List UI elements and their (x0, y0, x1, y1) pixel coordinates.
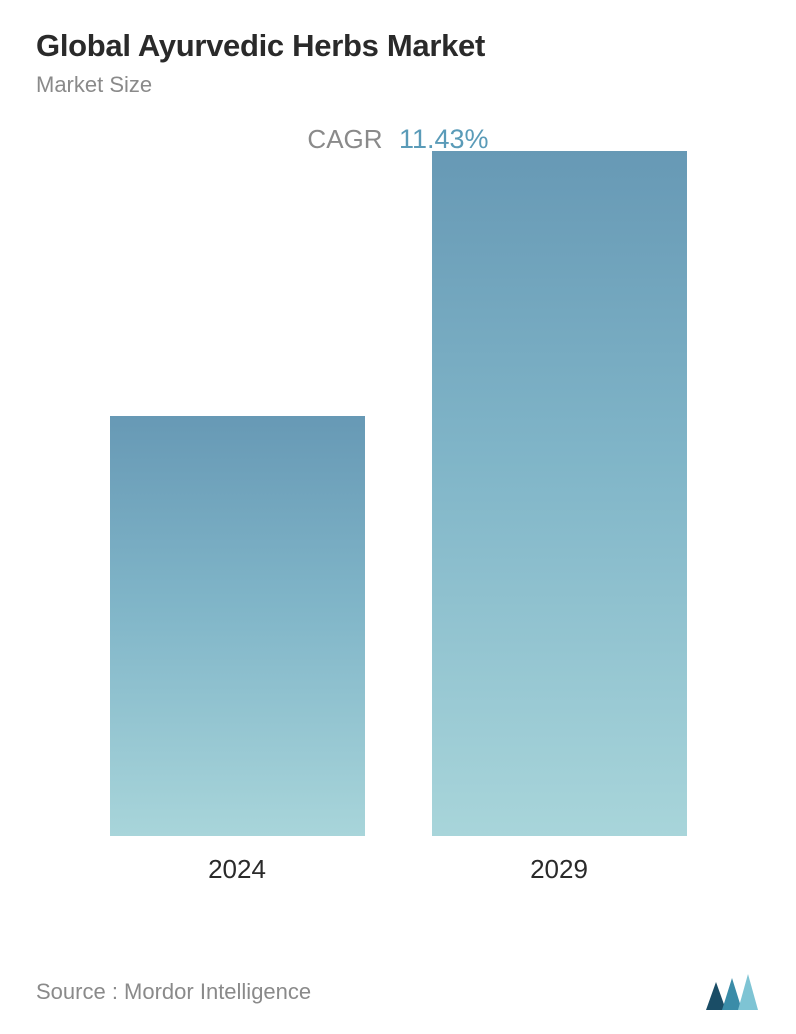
bar-group-0: 2024 (110, 416, 365, 885)
source-text: Source : Mordor Intelligence (36, 979, 311, 1005)
bar-group-1: 2029 (432, 151, 687, 885)
logo-icon (704, 972, 760, 1012)
chart-container: Global Ayurvedic Herbs Market Market Siz… (0, 0, 796, 1034)
footer: Source : Mordor Intelligence (36, 972, 760, 1012)
cagr-label: CAGR (307, 124, 382, 154)
bar-2029 (432, 151, 687, 836)
bar-label-2029: 2029 (530, 854, 588, 885)
bar-label-2024: 2024 (208, 854, 266, 885)
bar-2024 (110, 416, 365, 836)
cagr-value: 11.43% (399, 124, 489, 154)
chart-title: Global Ayurvedic Herbs Market (36, 28, 760, 64)
chart-area: 2024 2029 (36, 185, 760, 885)
chart-subtitle: Market Size (36, 72, 760, 98)
